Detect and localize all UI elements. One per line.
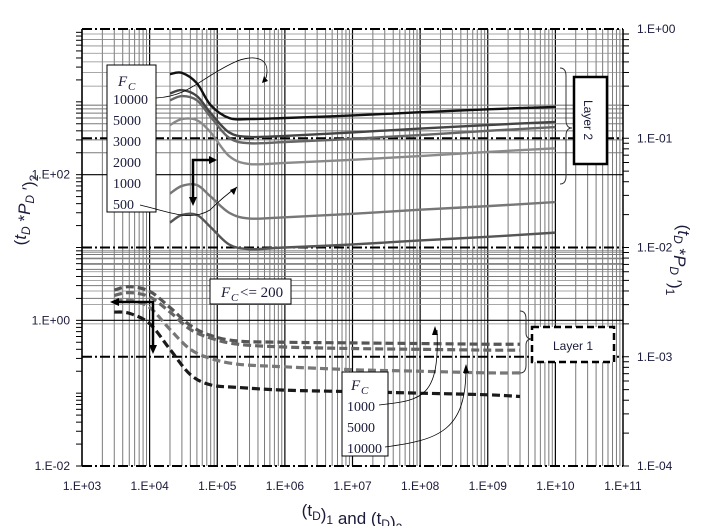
layer2-legend-title-sub: C bbox=[128, 81, 136, 93]
layer1-curve bbox=[113, 298, 521, 375]
layer2-curve bbox=[169, 182, 556, 220]
leader-line bbox=[384, 367, 467, 448]
layer2-brace bbox=[559, 67, 573, 185]
layer1-label: Layer 1 bbox=[553, 339, 593, 353]
layer2-box bbox=[572, 75, 609, 166]
arrowhead-icon bbox=[230, 187, 237, 195]
arrowhead-icon bbox=[262, 76, 268, 83]
layer2-label: Layer 2 bbox=[581, 100, 595, 140]
x-tick-label: 1.E+06 bbox=[266, 479, 305, 493]
axis-arrow bbox=[191, 158, 215, 200]
y-right-axis-title: (tD *PD ′)1 bbox=[663, 225, 693, 296]
fc-symbol: F bbox=[220, 285, 231, 301]
x-axis-title: (tD)1 and (tD)2 bbox=[302, 501, 403, 526]
layer1-legend-entry: 1000 bbox=[347, 400, 375, 415]
x-tick-label: 1.E+07 bbox=[333, 479, 372, 493]
layer1-legend-title-sub: C bbox=[361, 385, 369, 397]
arrow-down-icon bbox=[149, 345, 157, 354]
layer1-curve bbox=[114, 310, 521, 399]
layer2-legend-entry: 10000 bbox=[113, 93, 148, 108]
layer2-legend-entry: 2000 bbox=[113, 156, 141, 171]
layer2-legend-title: F bbox=[117, 74, 128, 90]
layer2-curve bbox=[169, 212, 556, 251]
fc-sub: C bbox=[231, 292, 239, 304]
arrow-down-icon bbox=[189, 197, 197, 206]
y-right-tick-label: 1.E-03 bbox=[637, 350, 673, 364]
layer1-curve bbox=[113, 285, 521, 346]
arrow-right-icon bbox=[209, 156, 217, 164]
y-right-tick-label: 1.E-01 bbox=[637, 131, 673, 145]
layer2-legend-entry: 5000 bbox=[113, 114, 141, 129]
x-tick-label: 1.E+04 bbox=[130, 479, 169, 493]
y-right-tick-label: 1.E+00 bbox=[637, 22, 676, 36]
y-right-tick-label: 1.E-02 bbox=[637, 241, 673, 255]
layer2-curve bbox=[169, 117, 556, 166]
layer2-legend-entry: 500 bbox=[113, 198, 134, 213]
x-tick-label: 1.E+09 bbox=[469, 479, 508, 493]
arrowhead-icon bbox=[463, 364, 469, 373]
layer2-legend-entry: 1000 bbox=[113, 177, 141, 192]
y-left-tick-label: 1.E+00 bbox=[32, 313, 71, 327]
layer1-curve bbox=[113, 291, 521, 352]
arrowhead-icon bbox=[432, 326, 438, 335]
layer1-legend-title: F bbox=[350, 378, 361, 394]
fc-leq-200-box bbox=[209, 278, 292, 305]
layer2-curve bbox=[169, 94, 556, 145]
layer1-legend-entry: 5000 bbox=[347, 421, 375, 436]
layer1-legend-entry: 10000 bbox=[347, 442, 382, 457]
layer2-curve bbox=[169, 71, 556, 121]
leader-line bbox=[139, 186, 238, 216]
arrow-left-icon bbox=[110, 298, 119, 306]
layer2-legend-entry: 3000 bbox=[113, 135, 141, 150]
x-tick-label: 1.E+10 bbox=[536, 479, 575, 493]
y-left-tick-label: 1.E+02 bbox=[32, 168, 71, 182]
y-left-axis-title: (tD *PD ′)2 bbox=[11, 174, 41, 245]
series-lines bbox=[113, 71, 556, 399]
axis-arrow bbox=[115, 300, 155, 350]
y-left-tick-label: 1.E-02 bbox=[35, 459, 71, 473]
layer1-legend-box bbox=[341, 371, 389, 457]
layer2-legend-box bbox=[106, 64, 157, 213]
leader-line bbox=[378, 329, 438, 406]
layer1-box bbox=[530, 325, 616, 364]
leader-line bbox=[155, 57, 268, 99]
x-tick-label: 1.E+08 bbox=[401, 479, 440, 493]
fc-leq-200-label: <= 200 bbox=[240, 285, 283, 301]
axis-ticks: 1.E+03 1.E+04 1.E+05 1.E+06 1.E+07 1.E+08 1.E+… bbox=[11, 22, 693, 526]
x-tick-label: 1.E+05 bbox=[198, 479, 237, 493]
x-tick-label: 1.E+11 bbox=[604, 479, 642, 493]
layer2-curve bbox=[169, 88, 556, 139]
x-tick-label: 1.E+03 bbox=[63, 479, 102, 493]
y-right-tick-label: 1.E-04 bbox=[637, 459, 673, 473]
